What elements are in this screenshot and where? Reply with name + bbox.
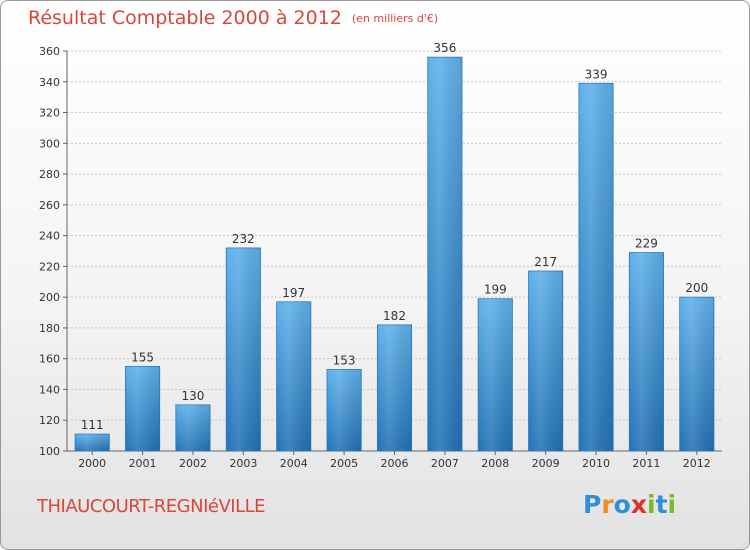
data-label: 217: [534, 255, 557, 269]
bar-shine: [679, 297, 714, 451]
data-label: 199: [484, 283, 507, 297]
data-label: 339: [585, 67, 608, 81]
y-tick-label: 180: [39, 322, 60, 335]
logo-letter: r: [601, 490, 614, 519]
x-tick-labels: 2000 2001 2002 2003 2004 2005 2006 2007 2008 2009…: [78, 457, 711, 470]
x-tick-label: 2006: [381, 457, 409, 470]
bar-shine: [326, 369, 362, 451]
bar-shine: [125, 366, 160, 451]
data-label: 197: [282, 286, 305, 300]
logo-letter: i: [667, 490, 677, 519]
chart-subtitle: (en milliers d'€): [351, 12, 439, 25]
chart-title: Résultat Comptable 2000 à 2012: [28, 7, 342, 29]
x-tick-label: 2002: [179, 457, 207, 470]
bar-shine: [629, 252, 664, 451]
proxiti-logo: Proxiti: [583, 490, 676, 519]
y-tick-label: 360: [39, 45, 60, 58]
x-tick-label: 2004: [280, 457, 308, 470]
x-tick-label: 2007: [431, 457, 459, 470]
data-label: 130: [182, 389, 205, 403]
bar-shine: [175, 404, 211, 451]
chart-title-block: Résultat Comptable 2000 à 2012 (en millie…: [28, 7, 438, 29]
bar-shine: [377, 324, 412, 451]
x-tick-label: 2012: [683, 457, 711, 470]
bar-shine: [226, 247, 261, 451]
x-tick-label: 2011: [632, 457, 660, 470]
y-tick-label: 140: [39, 383, 60, 396]
bar-shine: [478, 298, 513, 451]
data-label: 229: [635, 237, 658, 251]
y-tick-label: 340: [39, 76, 60, 89]
data-label: 232: [232, 232, 255, 246]
data-label: 356: [433, 41, 456, 55]
x-tick-label: 2010: [582, 457, 610, 470]
y-tick-label: 240: [39, 230, 60, 243]
data-label: 111: [81, 418, 104, 432]
logo-letter: t: [655, 490, 668, 519]
logo-letter: P: [583, 490, 602, 519]
y-tick-label: 100: [39, 445, 60, 458]
y-tick-label: 220: [39, 260, 60, 273]
logo-letter: i: [647, 490, 656, 519]
x-tick-label: 2000: [78, 457, 106, 470]
x-tick-label: 2005: [330, 457, 358, 470]
y-tick-label: 120: [39, 414, 60, 427]
y-tick-label: 260: [39, 199, 60, 212]
bar-shine: [276, 301, 311, 451]
y-tick-label: 280: [39, 168, 60, 181]
data-label: 155: [131, 350, 154, 364]
data-label: 200: [685, 281, 708, 295]
x-tick-label: 2008: [481, 457, 509, 470]
y-tick-label: 300: [39, 137, 60, 150]
bars: [74, 56, 715, 452]
bar-shine: [528, 271, 563, 451]
x-tick-label: 2009: [532, 457, 560, 470]
y-tick-label: 200: [39, 291, 60, 304]
logo-letter: o: [613, 490, 631, 519]
y-tick-label: 320: [39, 107, 60, 120]
commune-name: THIAUCOURT-REGNIéVILLE: [37, 496, 266, 517]
bar-shine: [75, 434, 110, 451]
y-tick-labels: 100 120 140 160 180 200 220 240 260 280 300 320 340 3…: [39, 45, 60, 458]
y-tick-label: 160: [39, 353, 60, 366]
data-label: 182: [383, 309, 406, 323]
bar-shine: [427, 57, 463, 452]
x-tick-label: 2003: [229, 457, 257, 470]
bar-shine: [578, 83, 614, 452]
logo-letter: x: [630, 490, 647, 519]
data-label: 153: [333, 353, 356, 367]
data-labels: 111 155 130 232 197 153 182 356 199 217 339 229 200: [81, 41, 709, 432]
x-tick-label: 2001: [129, 457, 157, 470]
